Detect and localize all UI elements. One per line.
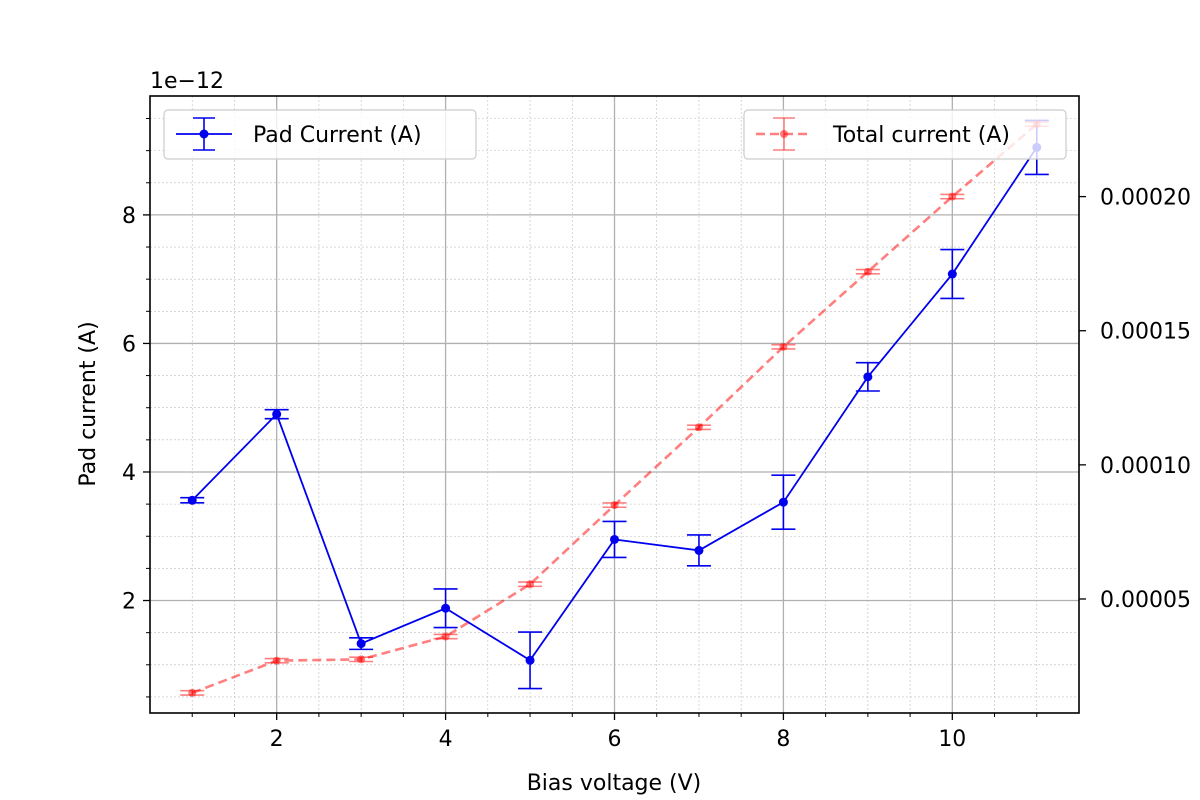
data-point <box>272 656 281 665</box>
y-tick-label: 6 <box>122 332 136 357</box>
x-tick-label: 2 <box>270 727 284 752</box>
data-point <box>187 495 197 505</box>
y-axis-label: Pad current (A) <box>76 321 101 486</box>
data-point <box>441 632 450 641</box>
legend-pad-current: Pad Current (A) <box>163 109 477 160</box>
data-point <box>779 342 788 351</box>
data-point <box>356 639 366 649</box>
x-tick-label: 8 <box>776 727 790 752</box>
data-point <box>863 267 872 276</box>
x-tick-label: 4 <box>439 727 453 752</box>
data-point <box>610 501 619 510</box>
x-tick-label: 10 <box>938 727 966 752</box>
x-axis-label: Bias voltage (V) <box>527 771 702 796</box>
data-point <box>694 545 704 555</box>
y2-tick-label: 0.00020 <box>1100 186 1191 211</box>
data-point <box>694 423 703 432</box>
ticks: 2 4 6 8 10 2 4 6 8 0.00005 0.00010 0.00015 0.00020 <box>122 117 1191 752</box>
y-tick-label: 2 <box>122 590 136 615</box>
series-2 <box>180 120 1049 697</box>
x-tick-label: 6 <box>608 727 622 752</box>
data-point <box>778 497 788 507</box>
y-offset-label: 1e−12 <box>150 69 224 94</box>
legend-label-pad-current: Pad Current (A) <box>253 123 422 148</box>
data-point <box>188 688 197 697</box>
y2-tick-label: 0.00010 <box>1100 454 1191 479</box>
data-point <box>526 580 535 589</box>
data-point <box>525 655 535 665</box>
data-point <box>272 409 282 419</box>
data-point <box>948 192 957 201</box>
y-tick-label: 8 <box>122 204 136 229</box>
data-point <box>357 655 366 664</box>
data-point <box>441 603 451 613</box>
data-point <box>947 269 957 279</box>
y2-tick-label: 0.00015 <box>1100 320 1191 345</box>
data-point <box>610 534 619 544</box>
legend-label-total-current: Total current (A) <box>832 123 1010 148</box>
y2-tick-label: 0.00005 <box>1100 588 1191 613</box>
data-point <box>863 372 873 382</box>
y-tick-label: 4 <box>122 461 136 486</box>
legend-total-current: Total current (A) <box>743 109 1067 160</box>
